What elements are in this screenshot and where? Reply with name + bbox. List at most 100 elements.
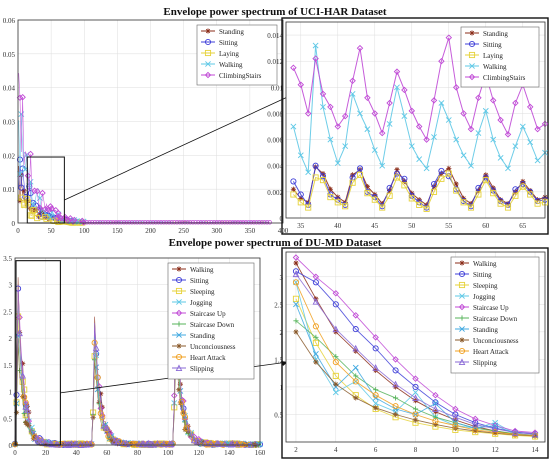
uci-zoom-point: [364, 184, 370, 190]
uci-zoom-point: [482, 107, 489, 114]
uci-main-tail-point: [180, 220, 185, 225]
du-zoom-legend-marker: [458, 358, 466, 366]
uci-main-legend-marker: [204, 38, 212, 46]
uci-main-tail-point: [148, 220, 153, 225]
du-main-point: [94, 374, 101, 381]
uci-zoom-series-group: [290, 34, 549, 212]
du-zoom-point: [452, 413, 459, 421]
du-main-xtick-label: 60: [103, 449, 111, 457]
uci-zoom-series-line: [292, 37, 546, 142]
uci-main-point: [53, 214, 61, 222]
uci-zoom-point: [334, 123, 342, 130]
uci-main-tail-point: [161, 220, 166, 225]
uci-zoom-point: [519, 183, 526, 190]
du-zoom-point: [372, 400, 379, 407]
du-main-legend-marker: [175, 287, 183, 295]
du-main-xtick-label: 80: [134, 449, 142, 457]
uci-zoom-point: [453, 187, 460, 194]
du-main-point: [111, 437, 118, 445]
du-zoom-legend-label: Walking: [473, 260, 497, 268]
uci-main-xtick-label: 150: [112, 227, 123, 235]
du-zoom-xtick-label: 2: [294, 446, 298, 454]
du-zoom-point: [352, 364, 359, 371]
du-zoom-legend-label: Standing: [473, 326, 498, 334]
du-main-legend: Walking Sitting Sleeping Jogging Staircase U…: [167, 262, 255, 380]
uci-main-ytick-label: 0: [12, 220, 16, 228]
du-zoom-xtick-label: 6: [374, 446, 378, 454]
du-zoom-point: [412, 394, 419, 401]
uci-zoom-arrow: [64, 93, 295, 201]
uci-zoom-ytick-label: 0.004: [267, 163, 283, 171]
uci-main-tail-point: [84, 220, 90, 225]
du-main-point: [194, 439, 200, 445]
uci-main-xtick-label: 0: [16, 227, 20, 235]
uci-zoom-ytick-label: 0.014: [267, 32, 283, 40]
du-zoom-point: [353, 373, 359, 379]
uci-zoom-legend-label: Standing: [483, 30, 508, 38]
du-main-legend-marker: [176, 332, 182, 338]
du-zoom-point: [392, 380, 399, 388]
uci-zoom-legend-marker: [469, 30, 475, 36]
uci-main-tail-point: [206, 220, 211, 225]
du-main-point: [154, 439, 161, 447]
uci-zoom-point: [312, 55, 319, 62]
du-zoom-ytick-label: 1.5: [274, 356, 283, 364]
uci-main-tail-point: [203, 220, 209, 225]
uci-zoom-point: [305, 204, 312, 211]
uci-main-xtick-label: 300: [212, 227, 223, 235]
uci-zoom-point: [504, 131, 512, 138]
uci-main-ytick-label: 0.04: [3, 85, 16, 93]
uci-main-tail-point: [249, 220, 254, 225]
uci-main-tail-point: [262, 220, 267, 225]
uci-zoom-point: [467, 204, 475, 211]
uci-main-tail-point: [185, 220, 190, 225]
uci-main-tail-point: [259, 220, 264, 225]
du-zoom-xtick-label: 10: [452, 446, 460, 454]
uci-main-legend-label: Walking: [219, 61, 243, 69]
uci-zoom-point: [512, 192, 519, 199]
uci-zoom-point: [342, 143, 349, 150]
du-main-legend-label: Jogging: [190, 299, 213, 307]
uci-main-point: [60, 215, 67, 222]
uci-zoom-point: [423, 165, 430, 172]
uci-main-tail-point: [209, 220, 214, 225]
uci-zoom-point: [430, 180, 438, 188]
du-zoom-point: [392, 408, 399, 415]
uci-main-legend-marker: [204, 49, 212, 57]
du-main-ytick-label: 1.5: [3, 362, 12, 370]
du-zoom-point: [432, 414, 439, 420]
du-main-ytick-label: 3.5: [3, 255, 12, 263]
du-zoom-point: [293, 301, 299, 308]
uci-main-point: [48, 205, 56, 212]
uci-zoom-legend-label: ClimbingStairs: [483, 74, 526, 82]
uci-main-tail-point: [177, 220, 182, 225]
uci-zoom-point: [438, 100, 445, 106]
du-main-point: [91, 339, 98, 346]
du-main-point: [78, 440, 84, 447]
du-main-legend-marker: [175, 276, 183, 284]
uci-zoom-point: [371, 110, 379, 117]
du-zoom-point: [332, 325, 340, 333]
du-main-point: [120, 439, 128, 447]
uci-zoom-point: [438, 57, 445, 65]
uci-zoom-point: [446, 165, 452, 171]
uci-zoom-point: [319, 177, 327, 184]
du-main-point: [97, 410, 104, 417]
uci-main-point: [39, 189, 46, 197]
du-main-point: [86, 440, 94, 447]
uci-main-point: [30, 201, 37, 208]
uci-zoom-point: [357, 110, 363, 117]
du-zoom-legend-label: Sitting: [473, 271, 492, 279]
uci-main-tail-point: [188, 220, 193, 225]
du-zoom-xtick-label: 8: [414, 446, 418, 454]
top-chart-title: Envelope power spectrum of UCI-HAR Datas…: [163, 6, 387, 18]
du-zoom-legend-label: Heart Attack: [473, 348, 509, 356]
uci-main-legend-marker: [205, 28, 211, 34]
du-zoom-region-box: [15, 260, 61, 446]
du-main-legend-marker: [176, 299, 182, 305]
du-zoom-legend-label: Staircase Up: [473, 304, 509, 312]
uci-zoom-point: [320, 104, 326, 110]
du-main-point: [177, 400, 183, 406]
uci-main-tail-point: [82, 220, 87, 225]
uci-main-tail-point: [95, 220, 100, 225]
